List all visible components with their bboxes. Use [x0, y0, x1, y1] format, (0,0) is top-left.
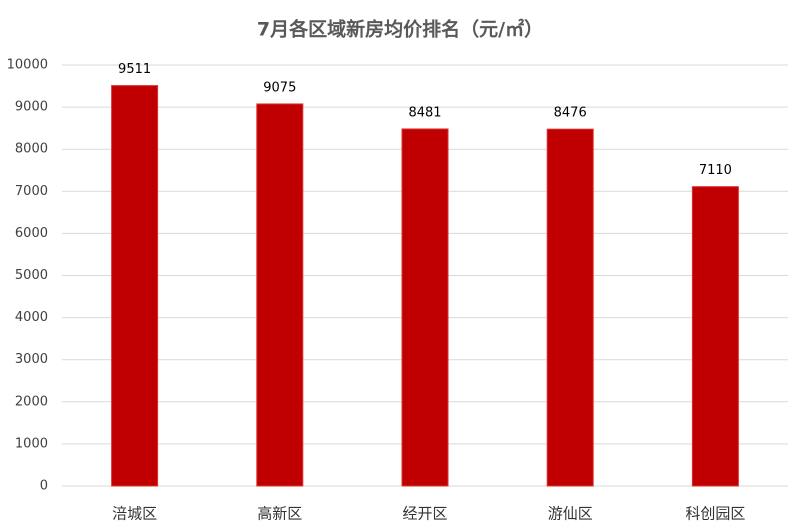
y-tick-label: 1000	[15, 436, 48, 451]
data-label: 9511	[118, 62, 151, 77]
y-tick-label: 6000	[15, 226, 48, 241]
y-tick-label: 7000	[15, 184, 48, 199]
x-tick-label: 高新区	[257, 505, 302, 523]
y-tick-label: 5000	[15, 268, 48, 283]
bar	[691, 186, 739, 487]
data-label: 8476	[554, 106, 587, 121]
y-tick-label: 0	[40, 479, 48, 494]
x-tick-label: 游仙区	[548, 505, 593, 523]
y-tick-label: 10000	[7, 58, 48, 73]
x-tick-label: 科创园区	[685, 505, 745, 523]
bar	[111, 85, 159, 487]
y-tick-label: 3000	[15, 352, 48, 367]
data-label: 8481	[408, 105, 441, 120]
data-label: 9075	[263, 80, 296, 95]
chart-title: 7月各区域新房均价排名（元/㎡）	[257, 18, 543, 41]
y-tick-label: 2000	[15, 394, 48, 409]
x-tick-label: 经开区	[402, 505, 447, 523]
bar	[401, 128, 449, 487]
y-tick-label: 4000	[15, 310, 48, 325]
y-tick-label: 8000	[15, 142, 48, 157]
data-label: 7110	[699, 163, 732, 178]
y-tick-label: 9000	[15, 100, 48, 115]
x-tick-label: 涪城区	[112, 505, 157, 523]
bar	[256, 103, 304, 487]
bar	[546, 128, 594, 487]
